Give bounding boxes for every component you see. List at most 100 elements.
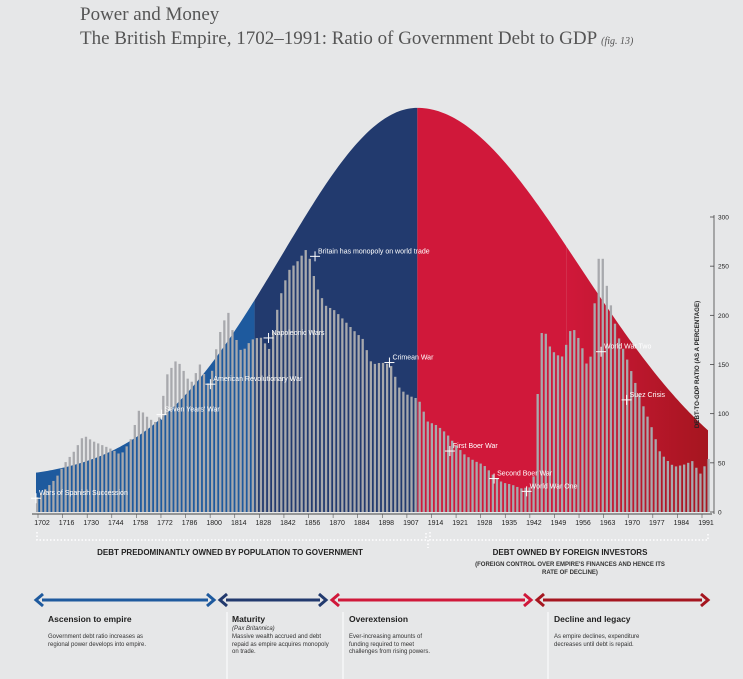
arrow-head-right	[700, 592, 711, 608]
debt-bar	[601, 258, 604, 512]
phase-desc-maturity: Massive wealth accrued and debt repaid a…	[232, 634, 329, 655]
annotation-label: World War Two	[604, 344, 651, 351]
x-tick-label: 1942	[526, 520, 542, 527]
x-tick-label: 1786	[182, 520, 198, 527]
debt-bar	[296, 261, 299, 512]
debt-bar	[227, 312, 230, 513]
debt-bar	[190, 381, 193, 512]
debt-bar	[520, 488, 523, 512]
debt-bar	[463, 454, 466, 512]
debt-bar	[459, 450, 462, 512]
chart-title: Power and Money	[80, 4, 220, 25]
debt-bar	[589, 356, 592, 512]
debt-bar	[48, 485, 51, 512]
x-tick-label: 1907	[403, 520, 419, 527]
debt-bar	[215, 349, 218, 512]
debt-bar	[402, 391, 405, 512]
debt-bar	[467, 457, 470, 512]
y-tick-label: 50	[718, 460, 726, 467]
debt-bar	[556, 355, 560, 512]
debt-bar	[333, 310, 336, 512]
debt-bar	[149, 419, 153, 512]
debt-bar	[166, 374, 169, 512]
debt-bar	[597, 258, 600, 512]
debt-bar	[80, 438, 84, 512]
debt-bar	[76, 445, 79, 512]
x-tick-label: 1758	[133, 520, 149, 527]
debt-bar	[508, 483, 511, 512]
debt-bar	[60, 468, 63, 512]
debt-bar	[687, 462, 690, 512]
x-tick-label: 1702	[34, 520, 50, 527]
arrow-head-left	[534, 592, 545, 608]
x-tick-labels: 1702 1716 1730 1744 1758 1772 1786 1800 1814 1828…	[34, 514, 714, 527]
x-tick-label: 1914	[428, 520, 444, 527]
debt-bar	[593, 303, 596, 512]
debt-bar	[569, 331, 572, 512]
debt-bar	[381, 362, 385, 512]
debt-bar	[44, 489, 47, 512]
x-tick-label: 1744	[108, 520, 124, 527]
x-tick-label: 1828	[256, 520, 272, 527]
bell-curve	[36, 107, 708, 512]
debt-bar	[272, 331, 275, 512]
debt-bar	[182, 370, 185, 512]
y-axis: 0 50 100 150 200 250 300 DEBT-TO-GDP RATIO (AS …	[694, 215, 729, 517]
annotation-label: World War One	[530, 483, 578, 490]
debt-bar	[133, 424, 136, 512]
x-tick-label: 1977	[649, 520, 665, 527]
debt-bar	[178, 363, 181, 512]
debt-bar	[394, 376, 397, 512]
bell-decline-region	[566, 107, 708, 512]
y-tick-label: 100	[718, 411, 729, 418]
annotations: Wars of Spanish Succession Seven Years' W…	[31, 248, 666, 504]
phase-title-maturity: Maturity	[232, 614, 266, 624]
debt-bar	[223, 320, 226, 512]
debt-bar	[609, 305, 613, 512]
debt-bar	[540, 333, 543, 512]
debt-bar	[683, 464, 686, 512]
debt-bar	[52, 480, 55, 512]
debt-bar	[121, 452, 124, 512]
bell-ascension-region	[36, 107, 255, 512]
phase-desc-ascension: Government debt ratio increases as regio…	[48, 634, 147, 648]
debt-bar	[308, 258, 311, 512]
debt-bar	[390, 366, 393, 512]
debt-bar	[646, 416, 649, 512]
annotation-label: Wars of Spanish Succession	[39, 490, 128, 497]
annotation-label: Britain has monopoly on world trade	[318, 248, 430, 255]
debt-bar	[605, 285, 608, 512]
debt-bar	[626, 359, 629, 512]
debt-bar	[662, 456, 665, 512]
debt-bar	[117, 453, 120, 512]
debt-bar	[528, 487, 531, 512]
debt-bar	[406, 394, 409, 512]
debt-bar	[158, 417, 161, 512]
debt-bar	[97, 443, 100, 512]
debt-bar	[495, 478, 499, 512]
annotation-label: First Boer War	[453, 443, 499, 450]
debt-bar	[532, 476, 535, 512]
debt-bar	[674, 466, 678, 512]
debt-bar	[512, 485, 515, 512]
debt-bar	[691, 461, 694, 512]
debt-bar	[92, 441, 96, 512]
debt-bar	[72, 451, 75, 512]
debt-bar	[499, 481, 503, 512]
debt-bar	[68, 456, 71, 512]
bell-maturity-region	[254, 107, 418, 512]
debt-bar	[516, 486, 519, 512]
debt-bar	[451, 440, 454, 512]
debt-bar	[243, 348, 246, 512]
section-label-domestic: DEBT PREDOMINANTLY OWNED BY POPULATION T…	[97, 548, 363, 557]
arrow-head-left	[33, 592, 44, 608]
phase-title-ascension: Ascension to empire	[48, 614, 132, 624]
debt-bar	[565, 344, 568, 512]
debt-bar	[695, 467, 698, 512]
x-tick-label: 1856	[305, 520, 321, 527]
debt-bar	[430, 423, 434, 512]
arrow-head-right	[523, 592, 534, 608]
debt-bar	[186, 378, 189, 512]
x-tick-label: 1772	[157, 520, 173, 527]
debt-bar	[475, 461, 478, 512]
